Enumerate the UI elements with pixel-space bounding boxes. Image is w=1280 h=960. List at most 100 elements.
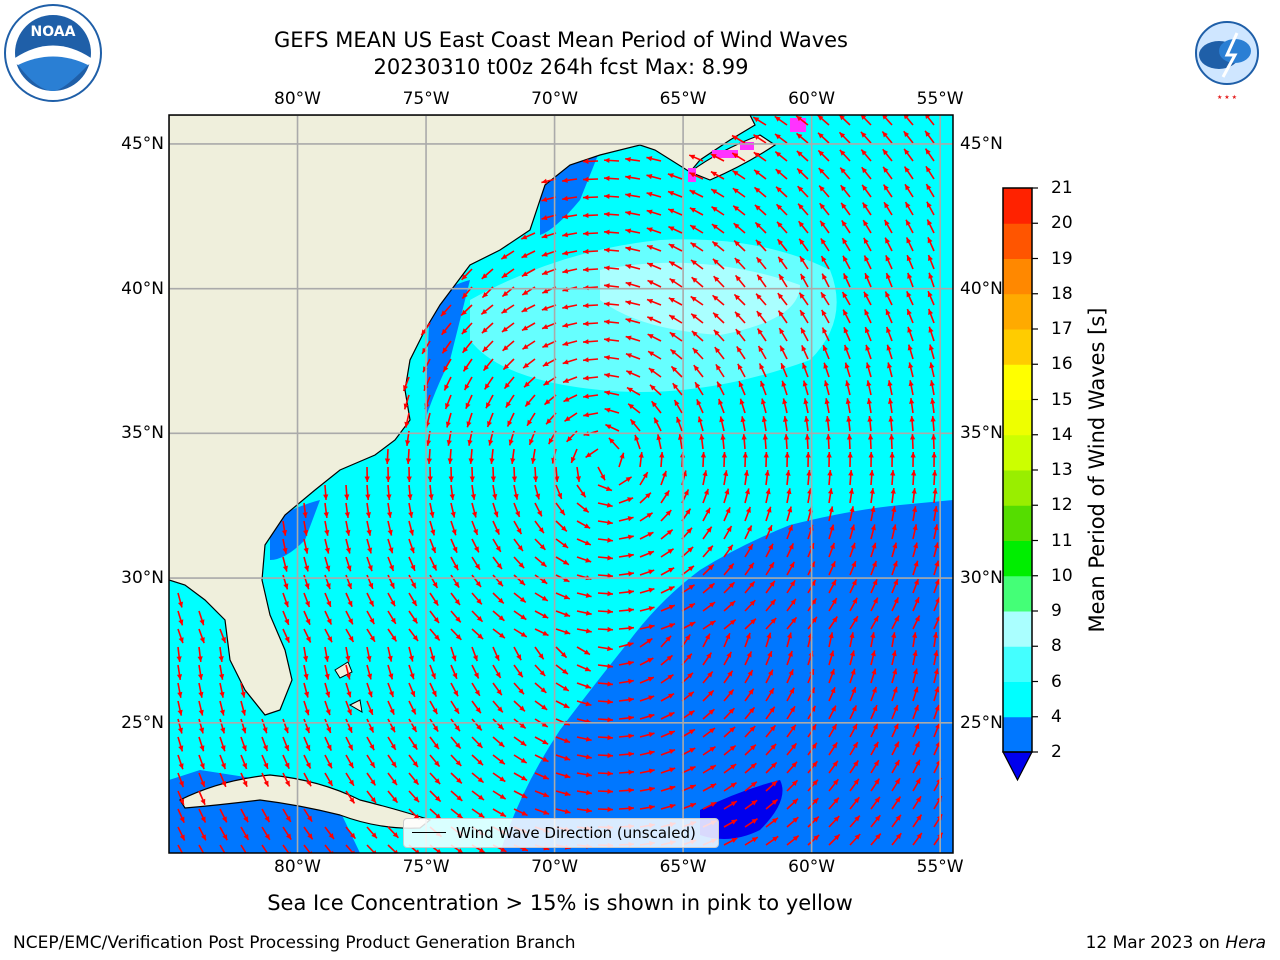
wave-arrowhead-214 — [647, 316, 654, 322]
wave-arrow-1120 — [303, 844, 311, 853]
wave-arrowhead-411 — [406, 476, 412, 482]
wave-arrowhead-549 — [686, 527, 693, 534]
wave-arrowhead-906 — [241, 745, 247, 752]
wave-arrowhead-758 — [870, 632, 876, 639]
wave-arrowhead-879 — [454, 725, 460, 732]
wave-arrowhead-761 — [932, 632, 939, 638]
wave-arrowhead-732 — [324, 655, 330, 662]
wave-arrowhead-805 — [410, 690, 416, 697]
wave-arrowhead-749 — [685, 634, 691, 641]
wave-arrowhead-35 — [541, 178, 548, 184]
wave-arrowhead-8 — [925, 115, 931, 120]
lon-tick-top-4: 60°W — [788, 89, 836, 109]
wave-arrowhead-316 — [649, 384, 656, 391]
wave-arrowhead-221 — [800, 310, 806, 317]
wave-arrowhead-449 — [580, 491, 586, 498]
wave-arrowhead-326 — [866, 380, 872, 387]
wave-arrowhead-1140 — [731, 838, 738, 843]
wave-arrowhead-697 — [305, 636, 311, 643]
wave-arrowhead-400 — [762, 434, 768, 440]
wave-arrowhead-174 — [843, 273, 849, 280]
wave-arrowhead-931 — [770, 725, 776, 732]
wave-arrowhead-530 — [282, 547, 288, 554]
wave-arrowhead-217 — [713, 312, 719, 319]
wave-arrowhead-362 — [529, 438, 534, 445]
wave-arrowhead-73 — [541, 215, 548, 221]
wave-arrowhead-628 — [305, 601, 310, 608]
wave-arrowhead-909 — [305, 744, 311, 751]
lon-tick-bottom-0: 80°W — [274, 857, 321, 877]
wave-arrowhead-159 — [522, 289, 529, 295]
svg-text:★ ★ ★: ★ ★ ★ — [1217, 94, 1237, 101]
wave-arrowhead-333 — [466, 421, 472, 428]
wave-arrowhead-94 — [562, 232, 569, 238]
wave-arrowhead-238 — [625, 335, 632, 341]
wave-arrowhead-969 — [790, 743, 797, 750]
wave-arrowhead-46 — [775, 169, 782, 175]
wave-arrowhead-973 — [873, 741, 879, 748]
wave-arrowhead-406 — [888, 434, 895, 440]
wave-arrowhead-576 — [585, 557, 592, 563]
wave-arrowhead-1026 — [564, 791, 571, 797]
wave-arrowhead-527 — [891, 506, 897, 513]
wave-arrowhead-866 — [177, 727, 183, 734]
wave-arrowhead-263 — [625, 353, 632, 359]
wave-arrowhead-846 — [541, 704, 548, 710]
wave-arrowhead-224 — [864, 309, 870, 316]
wave-arrowhead-33 — [904, 148, 910, 155]
wave-arrowhead-652 — [810, 579, 816, 586]
wave-arrowhead-716 — [709, 620, 716, 626]
wave-arrowhead-16 — [882, 131, 888, 138]
wave-arrowhead-501 — [345, 529, 351, 536]
wave-arrowhead-736 — [408, 655, 414, 662]
wave-arrowhead-598 — [368, 582, 374, 589]
wave-arrowhead-807 — [453, 690, 459, 697]
wave-arrowhead-1011 — [894, 759, 900, 766]
wave-arrowhead-194 — [756, 293, 762, 300]
wave-arrowhead-348 — [782, 398, 788, 405]
wave-arrowhead-752 — [745, 632, 751, 639]
wave-arrowhead-186 — [583, 302, 589, 309]
wave-arrowhead-605 — [519, 579, 526, 586]
wave-arrowhead-899 — [872, 705, 878, 712]
wave-arrowhead-189 — [647, 299, 654, 304]
wave-arrowhead-676 — [607, 608, 613, 615]
lon-tick-bottom-4: 60°W — [788, 857, 836, 877]
wave-arrowhead-427 — [742, 452, 748, 458]
wave-arrowhead-392 — [585, 452, 592, 458]
wave-arrowhead-795 — [933, 650, 939, 657]
wave-arrowhead-483 — [645, 492, 651, 499]
wave-arrowhead-381 — [930, 416, 936, 422]
wave-arrowhead-651 — [789, 580, 796, 587]
wave-arrowhead-1085 — [328, 833, 334, 840]
colorbar-segment-11 — [1003, 329, 1032, 365]
wave-arrowhead-471 — [386, 512, 393, 518]
wave-arrowhead-92 — [521, 234, 528, 240]
wave-arrowhead-332 — [445, 421, 451, 428]
wave-arrowhead-485 — [683, 489, 689, 496]
wave-arrowhead-834 — [240, 709, 247, 716]
wave-arrowhead-412 — [427, 476, 433, 482]
wave-arrowhead-745 — [607, 645, 613, 652]
wave-arrowhead-813 — [585, 683, 592, 689]
wave-arrowhead-480 — [582, 506, 589, 513]
wave-arrowhead-240 — [669, 332, 676, 338]
wave-arrowhead-514 — [627, 516, 634, 522]
wave-arrowhead-115 — [562, 250, 569, 256]
wave-arrowhead-916 — [455, 742, 461, 749]
wave-arrowhead-740 — [494, 654, 500, 661]
wave-arrowhead-323 — [802, 380, 808, 387]
wave-arrowhead-707 — [520, 631, 527, 637]
wave-arrowhead-270 — [780, 345, 785, 352]
wave-arrowhead-541 — [517, 545, 523, 552]
wave-arrowhead-444 — [470, 494, 477, 500]
wave-arrowhead-65 — [776, 186, 782, 193]
wave-arrowhead-236 — [583, 339, 589, 345]
wave-arrowhead-617 — [768, 562, 774, 569]
wave-arrowhead-1128 — [478, 847, 485, 853]
wave-arrowhead-533 — [345, 547, 351, 554]
wave-arrowhead-21 — [625, 156, 631, 163]
wave-arrowhead-210 — [562, 322, 569, 328]
wave-arrowhead-748 — [665, 635, 672, 642]
wave-arrowhead-1069 — [771, 799, 778, 805]
